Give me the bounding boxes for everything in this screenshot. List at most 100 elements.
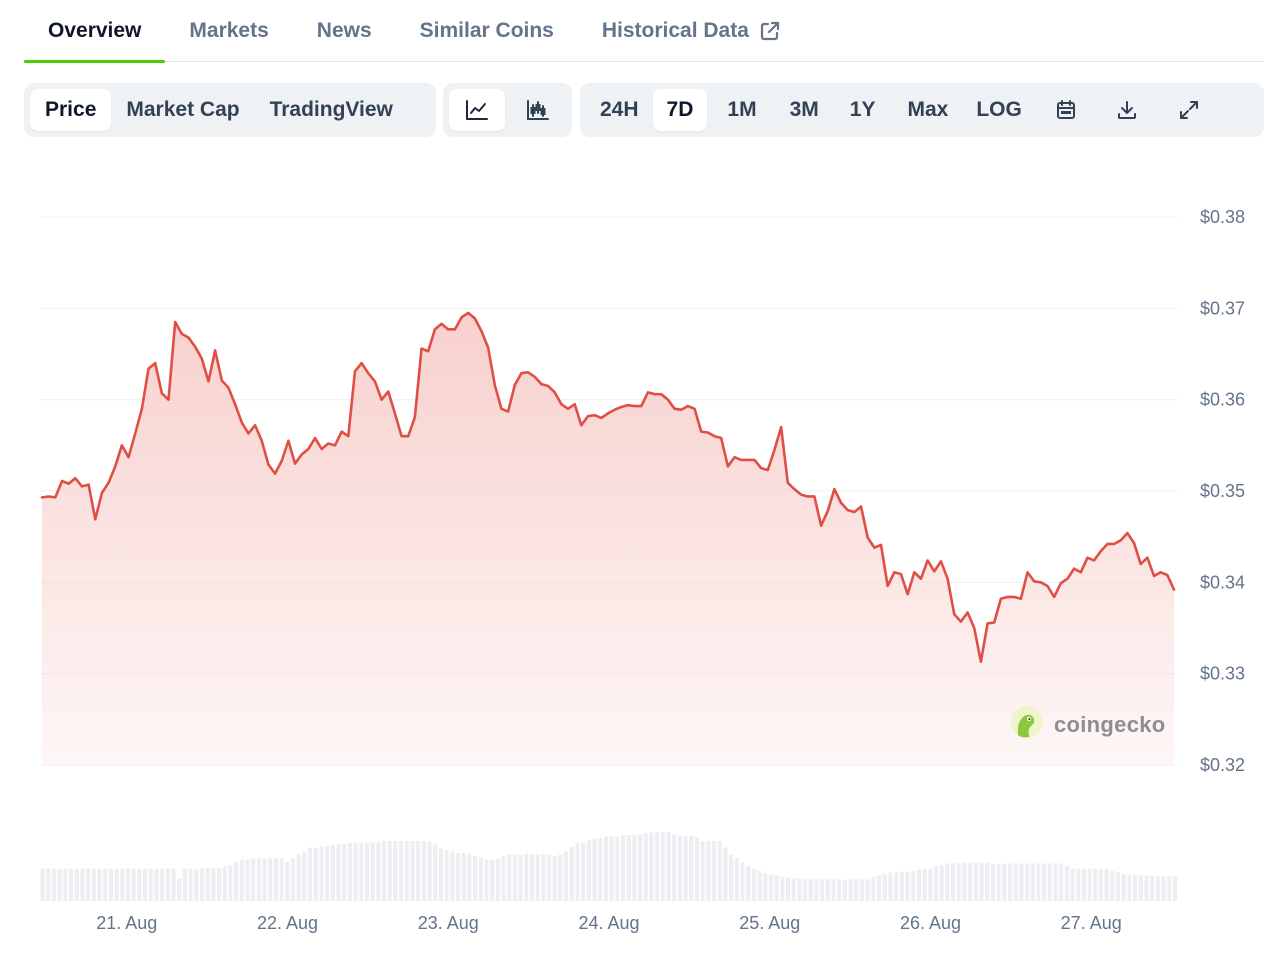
volume-bar — [308, 847, 313, 901]
volume-bar — [1087, 868, 1092, 901]
volume-bar — [706, 841, 711, 901]
x-tick-label: 25. Aug — [739, 913, 800, 933]
volume-bar — [1042, 863, 1047, 901]
volume-bar — [120, 868, 125, 901]
volume-bar — [285, 862, 290, 901]
volume-bar — [586, 840, 591, 901]
volume-bar — [1104, 868, 1109, 901]
volume-bar — [342, 844, 347, 901]
volume-bar — [478, 857, 483, 901]
volume-bar — [313, 847, 318, 901]
y-tick-label: $0.37 — [1200, 298, 1245, 318]
time-range-group: 24H 7D 1M 3M 1Y Max LOG — [580, 83, 1264, 137]
range-1m[interactable]: 1M — [707, 89, 776, 131]
volume-bar — [490, 859, 495, 901]
volume-bar — [1002, 863, 1007, 901]
volume-bar — [535, 854, 540, 901]
coingecko-logo — [1010, 705, 1044, 744]
volume-bar — [626, 835, 631, 901]
volume-bar — [63, 868, 68, 901]
volume-bar — [598, 838, 603, 901]
volume-bar — [939, 865, 944, 901]
tab-historical-data[interactable]: Historical Data — [578, 0, 805, 62]
volume-bar — [723, 847, 728, 901]
volume-bar — [780, 877, 785, 901]
tab-news[interactable]: News — [293, 0, 396, 62]
volume-bar — [785, 877, 791, 901]
volume-bar — [1110, 871, 1115, 901]
volume-bar — [1155, 876, 1160, 901]
volume-bar — [1064, 865, 1069, 901]
volume-bar — [740, 862, 745, 901]
coingecko-watermark: coingecko — [1010, 705, 1166, 744]
volume-bar — [700, 841, 705, 901]
volume-bar — [854, 879, 859, 901]
volume-bar — [837, 879, 842, 901]
log-scale-label: LOG — [976, 98, 1022, 121]
volume-bar — [376, 842, 381, 901]
volume-bar — [114, 868, 119, 901]
volume-bar — [848, 879, 853, 901]
range-24h[interactable]: 24H — [586, 89, 653, 131]
x-tick-label: 23. Aug — [418, 913, 479, 933]
download-button[interactable] — [1096, 89, 1158, 131]
range-3m[interactable]: 3M — [777, 89, 832, 131]
volume-bar — [211, 868, 216, 901]
volume-bar — [894, 872, 899, 901]
candlestick-chart-button[interactable] — [511, 89, 567, 131]
line-chart-button[interactable] — [449, 89, 505, 131]
volume-bar — [547, 854, 552, 901]
watermark-text: coingecko — [1054, 711, 1166, 737]
tab-news-label: News — [316, 19, 372, 42]
range-7d[interactable]: 7D — [652, 89, 708, 131]
range-1m-label: 1M — [727, 98, 757, 121]
log-scale-toggle[interactable]: LOG — [962, 89, 1036, 131]
volume-bar — [325, 846, 330, 901]
volume-bar — [273, 858, 278, 901]
x-tick-label: 26. Aug — [900, 913, 961, 933]
tab-markets[interactable]: Markets — [165, 0, 292, 62]
volume-bar — [330, 844, 335, 901]
volume-bar — [279, 858, 284, 901]
range-max[interactable]: Max — [893, 89, 962, 131]
volume-bar — [916, 869, 921, 901]
price-chart[interactable]: $0.38 $0.37 $0.36 $0.35 $0.34 $0.33 $0.32 21. … — [0, 150, 1280, 959]
x-tick-label: 21. Aug — [96, 913, 157, 933]
volume-bar — [666, 832, 671, 901]
volume-bar — [1127, 874, 1132, 901]
range-1y-label: 1Y — [849, 98, 876, 121]
tradingview-tab-label: TradingView — [269, 98, 393, 121]
volume-bar — [803, 879, 808, 901]
range-1y[interactable]: 1Y — [832, 89, 894, 131]
chart-type-toggle-group — [443, 83, 572, 137]
volume-bar — [825, 879, 830, 901]
volume-bar — [1121, 874, 1126, 901]
volume-bar — [69, 868, 74, 901]
volume-bar — [484, 859, 489, 901]
volume-bar — [979, 862, 984, 901]
volume-bar — [74, 868, 79, 901]
y-tick-label: $0.35 — [1200, 481, 1245, 501]
volume-bar — [194, 868, 199, 901]
fullscreen-button[interactable] — [1158, 89, 1220, 131]
tab-similar-coins[interactable]: Similar Coins — [396, 0, 578, 62]
volume-bar — [251, 858, 256, 901]
market-cap-tab[interactable]: Market Cap — [111, 89, 254, 131]
volume-bar — [40, 868, 45, 901]
tradingview-tab[interactable]: TradingView — [255, 89, 408, 131]
volume-bar — [427, 841, 432, 901]
volume-bar — [262, 858, 267, 901]
price-line — [40, 311, 1176, 664]
volume-bar — [734, 858, 739, 901]
price-tab[interactable]: Price — [30, 89, 112, 131]
volume-bar — [603, 836, 608, 901]
volume-bar — [444, 850, 449, 901]
volume-bar — [768, 874, 774, 901]
volume-bar — [712, 841, 717, 901]
volume-bar — [177, 878, 182, 901]
volume-bar — [256, 858, 261, 901]
range-max-label: Max — [907, 98, 949, 121]
date-picker-button[interactable] — [1036, 89, 1096, 131]
volume-bar — [336, 844, 341, 901]
tab-overview[interactable]: Overview — [24, 0, 166, 63]
